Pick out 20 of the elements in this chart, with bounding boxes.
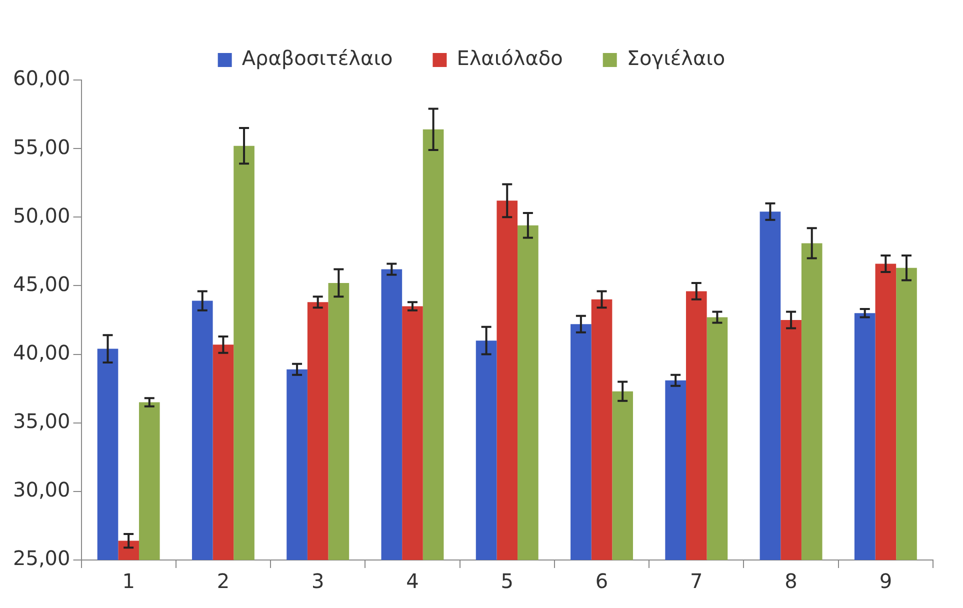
legend-label: Σογιέλαιο (626, 46, 726, 70)
x-tick-label: 6 (595, 569, 608, 594)
legend-label: Ελαιόλαδο (456, 46, 563, 70)
y-tick-label: 50,00 (12, 203, 70, 228)
y-tick-label: 30,00 (12, 478, 70, 502)
x-tick-label: 9 (879, 569, 892, 594)
x-tick-label: 2 (216, 569, 230, 594)
y-tick-label: 25,00 (12, 546, 70, 570)
x-tick-label: 5 (500, 569, 514, 594)
y-tick-label: 45,00 (12, 272, 70, 296)
y-tick-label: 35,00 (12, 409, 70, 434)
x-tick-label: 8 (784, 569, 798, 594)
x-tick-label: 1 (122, 569, 135, 594)
legend-label: Αραβοσιτέλαιο (242, 46, 393, 70)
y-tick-label: 55,00 (12, 134, 70, 159)
y-tick-label: 40,00 (12, 340, 70, 364)
x-tick-label: 3 (311, 569, 324, 594)
y-tick-label: 60,00 (12, 66, 70, 90)
x-tick-label: 7 (690, 569, 703, 594)
x-tick-label: 4 (406, 569, 419, 594)
